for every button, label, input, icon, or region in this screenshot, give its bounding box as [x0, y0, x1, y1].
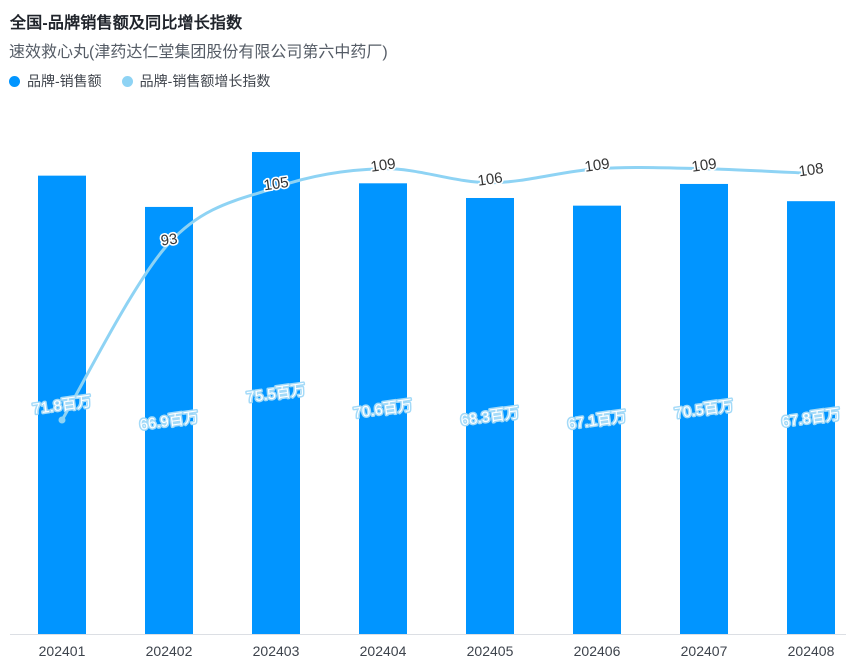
- bar-202403[interactable]: [252, 152, 300, 635]
- line-start-point-marker: [58, 416, 66, 424]
- line-label-202407: 109: [691, 155, 718, 175]
- legend-label-sales: 品牌-销售额: [27, 73, 102, 89]
- x-tick-202402: 202402: [146, 643, 193, 659]
- x-tick-202407: 202407: [681, 643, 728, 659]
- line-label-202408: 108: [798, 160, 825, 180]
- chart-title: 全国-品牌销售额及同比增长指数: [10, 15, 243, 32]
- bar-202401[interactable]: [38, 175, 86, 634]
- legend: 品牌-销售额 品牌-销售额增长指数: [9, 73, 270, 89]
- bar-202406[interactable]: [573, 205, 621, 634]
- x-tick-202403: 202403: [253, 643, 300, 659]
- bar-202407[interactable]: [680, 183, 728, 634]
- legend-dot-sales-icon: [9, 75, 20, 87]
- growth-index-line[interactable]: [60, 166, 813, 422]
- x-tick-202404: 202404: [360, 643, 407, 659]
- x-tick-202401: 202401: [39, 643, 86, 659]
- legend-label-growth-index: 品牌-销售额增长指数: [139, 73, 271, 89]
- bar-202408[interactable]: [787, 201, 835, 634]
- legend-item-growth-index[interactable]: 品牌-销售额增长指数: [121, 73, 271, 89]
- legend-dot-growth-index-icon: [121, 75, 133, 87]
- bar-202402[interactable]: [145, 206, 193, 634]
- line-label-202405: 106: [477, 169, 504, 189]
- line-label-202406: 109: [584, 155, 611, 175]
- line-label-202403: 105: [263, 174, 290, 194]
- x-tick-202406: 202406: [574, 643, 621, 659]
- line-label-202404: 109: [370, 155, 397, 175]
- line-label-202402: 93: [160, 230, 179, 249]
- x-tick-202408: 202408: [788, 643, 835, 659]
- chart-subtitle: 速效救心丸(津药达仁堂集团股份有限公司第六中药厂): [9, 44, 388, 61]
- bar-202405[interactable]: [466, 197, 514, 634]
- bar-202404[interactable]: [359, 183, 407, 634]
- x-tick-202405: 202405: [467, 643, 514, 659]
- legend-item-sales[interactable]: 品牌-销售额: [9, 73, 102, 89]
